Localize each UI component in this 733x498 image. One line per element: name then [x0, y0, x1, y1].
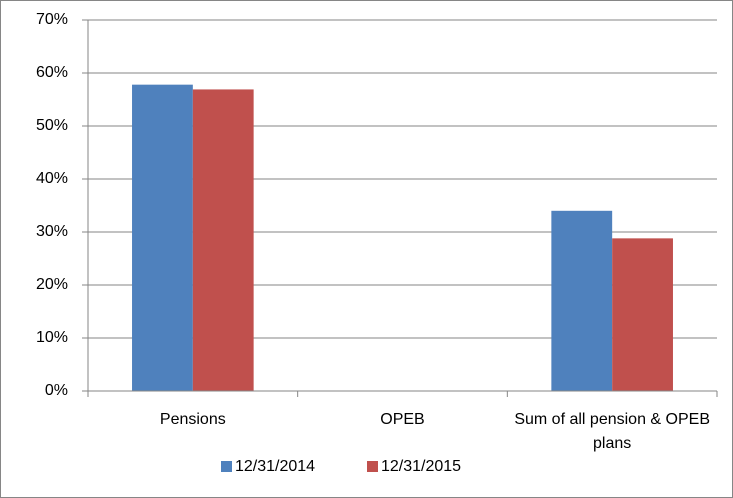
y-tick-label: 50%	[36, 117, 68, 134]
y-tick-label: 40%	[36, 170, 68, 187]
bar	[612, 238, 673, 391]
bar	[551, 210, 613, 391]
legend-label: 12/31/2015	[381, 458, 461, 475]
legend-swatch	[221, 461, 232, 472]
bar	[132, 84, 193, 391]
y-tick-label: 60%	[36, 64, 68, 81]
y-tick-label: 20%	[36, 276, 68, 293]
y-tick-label: 70%	[36, 11, 68, 28]
y-tick-label: 10%	[36, 329, 68, 346]
legend-label: 12/31/2014	[235, 458, 315, 475]
x-tick-label: OPEB	[380, 411, 425, 428]
legend-swatch	[367, 461, 378, 472]
y-tick-label: 30%	[36, 223, 68, 240]
y-tick-label: 0%	[45, 382, 68, 399]
x-tick-label: Sum of all pension & OPEB plans	[514, 411, 710, 452]
bar	[192, 89, 254, 392]
x-tick-label: Pensions	[159, 411, 226, 428]
